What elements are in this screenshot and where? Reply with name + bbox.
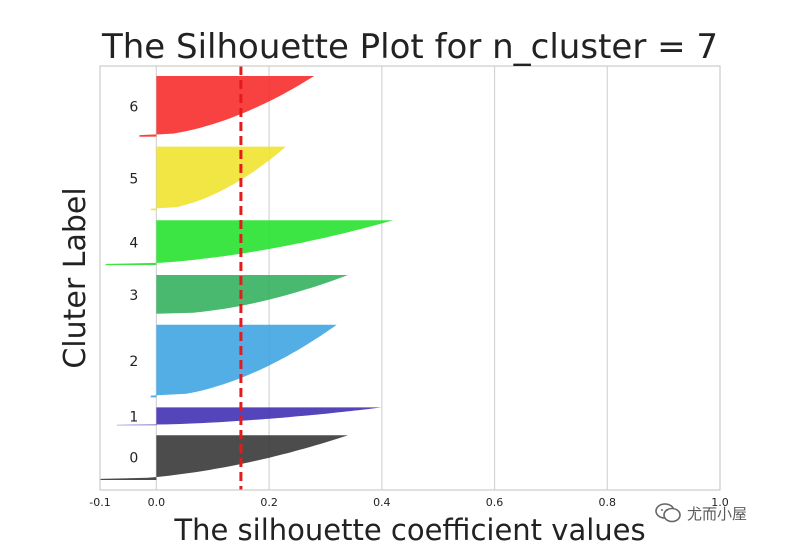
cluster-silhouette-4 <box>105 220 394 266</box>
cluster-label: 1 <box>129 409 138 425</box>
cluster-label: 2 <box>129 354 138 370</box>
cluster-label: 4 <box>129 236 138 252</box>
cluster-silhouette-3 <box>156 275 348 315</box>
x-tick-label: 1.0 <box>711 496 729 509</box>
x-tick-label: 0.0 <box>148 496 166 509</box>
cluster-silhouette-6 <box>139 75 315 137</box>
plot-frame <box>99 65 721 491</box>
x-tick-label: -0.1 <box>89 496 110 509</box>
x-tick-label: 0.2 <box>260 496 278 509</box>
x-tick-label: 0.4 <box>373 496 391 509</box>
watermark-text: 尤而小屋 <box>687 504 748 523</box>
x-axis-label: The silhouette coefficient values <box>173 513 645 547</box>
y-axis-label: Cluter Label <box>58 187 93 368</box>
cluster-label: 6 <box>129 99 138 115</box>
cluster-label: 0 <box>129 451 138 467</box>
cluster-silhouettes: 0 1 2 3 4 5 6 <box>100 75 394 481</box>
x-tick-label: 0.8 <box>599 496 617 509</box>
chart-title: The Silhouette Plot for n_cluster = 7 <box>101 27 718 67</box>
cluster-silhouette-2 <box>150 324 337 398</box>
watermark: 尤而小屋 <box>655 502 747 524</box>
cluster-label: 3 <box>129 288 138 304</box>
chat-bubbles-icon <box>655 503 681 523</box>
cluster-silhouette-1 <box>116 407 382 426</box>
cluster-silhouette-0 <box>100 435 348 481</box>
x-tick-labels: -0.1 0.0 0.2 0.4 0.6 0.8 1.0 <box>89 496 728 509</box>
cluster-label: 5 <box>129 171 138 187</box>
cluster-silhouette-5 <box>150 146 286 211</box>
x-tick-label: 0.6 <box>486 496 504 509</box>
